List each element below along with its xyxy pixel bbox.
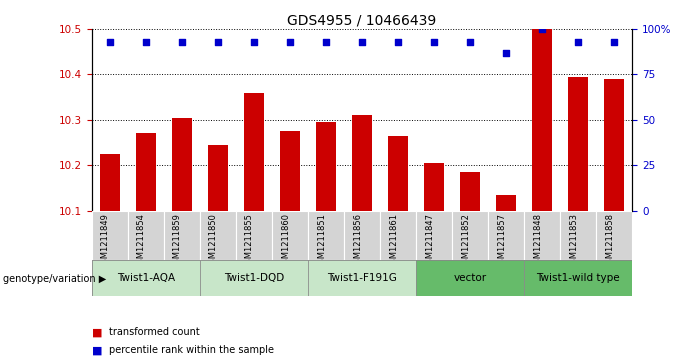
Bar (605, 79, 624, 211)
Bar (136, 133, 156, 211)
Bar (308, 260, 416, 296)
Bar (424, 163, 444, 211)
Point (428, 39, 439, 45)
Text: GSM1211859: GSM1211859 (173, 213, 182, 269)
Bar (568, 77, 588, 211)
Text: Twist1-AQA: Twist1-AQA (117, 273, 175, 283)
Text: GSM1211848: GSM1211848 (533, 213, 542, 269)
Bar (92, 211, 128, 260)
Point (248, 39, 259, 45)
Bar (164, 211, 200, 260)
Bar (380, 211, 416, 260)
Point (212, 39, 223, 45)
Text: percentile rank within the sample: percentile rank within the sample (109, 345, 274, 355)
Point (537, 26, 547, 32)
Bar (496, 195, 516, 211)
Text: Twist1-F191G: Twist1-F191G (327, 273, 397, 283)
Bar (308, 211, 344, 260)
Bar (244, 93, 264, 211)
Bar (352, 115, 372, 211)
Bar (236, 211, 272, 260)
Bar (272, 211, 308, 260)
Text: GSM1211856: GSM1211856 (353, 213, 362, 269)
Bar (416, 211, 452, 260)
Bar (560, 211, 596, 260)
Bar (460, 172, 480, 211)
Text: GSM1211850: GSM1211850 (209, 213, 218, 269)
Bar (416, 260, 524, 296)
Text: Twist1-wild type: Twist1-wild type (537, 273, 620, 283)
Bar (452, 211, 488, 260)
Bar (172, 118, 192, 211)
Bar (596, 211, 632, 260)
Bar (488, 211, 524, 260)
Point (356, 39, 367, 45)
Text: GSM1211854: GSM1211854 (137, 213, 146, 269)
Bar (208, 145, 228, 211)
Point (105, 39, 116, 45)
Point (141, 39, 152, 45)
Bar (128, 211, 164, 260)
Bar (200, 211, 236, 260)
Text: GSM1211847: GSM1211847 (425, 213, 434, 269)
Title: GDS4955 / 10466439: GDS4955 / 10466439 (288, 14, 437, 28)
Text: GSM1211852: GSM1211852 (461, 213, 470, 269)
Bar (100, 154, 120, 211)
Bar (344, 211, 380, 260)
Text: GSM1211851: GSM1211851 (317, 213, 326, 269)
Point (284, 39, 295, 45)
Text: vector: vector (454, 273, 487, 283)
Text: ■: ■ (92, 327, 102, 337)
Text: ■: ■ (92, 345, 102, 355)
Text: transformed count: transformed count (109, 327, 199, 337)
Bar (524, 260, 632, 296)
Point (320, 39, 331, 45)
Point (500, 50, 511, 56)
Bar (388, 136, 408, 211)
Text: Twist1-DQD: Twist1-DQD (224, 273, 284, 283)
Text: GSM1211861: GSM1211861 (389, 213, 398, 269)
Text: GSM1211857: GSM1211857 (497, 213, 506, 269)
Text: GSM1211860: GSM1211860 (281, 213, 290, 269)
Bar (200, 260, 308, 296)
Text: GSM1211853: GSM1211853 (569, 213, 578, 269)
Bar (524, 211, 560, 260)
Point (573, 39, 583, 45)
Text: GSM1211855: GSM1211855 (245, 213, 254, 269)
Text: GSM1211849: GSM1211849 (101, 213, 110, 269)
Bar (92, 260, 200, 296)
Point (176, 39, 187, 45)
Text: GSM1211858: GSM1211858 (605, 213, 614, 269)
Point (609, 39, 619, 45)
Text: genotype/variation ▶: genotype/variation ▶ (3, 274, 107, 284)
Point (392, 39, 403, 45)
Bar (532, 29, 552, 211)
Bar (316, 122, 336, 211)
Point (464, 39, 475, 45)
Bar (280, 131, 300, 211)
